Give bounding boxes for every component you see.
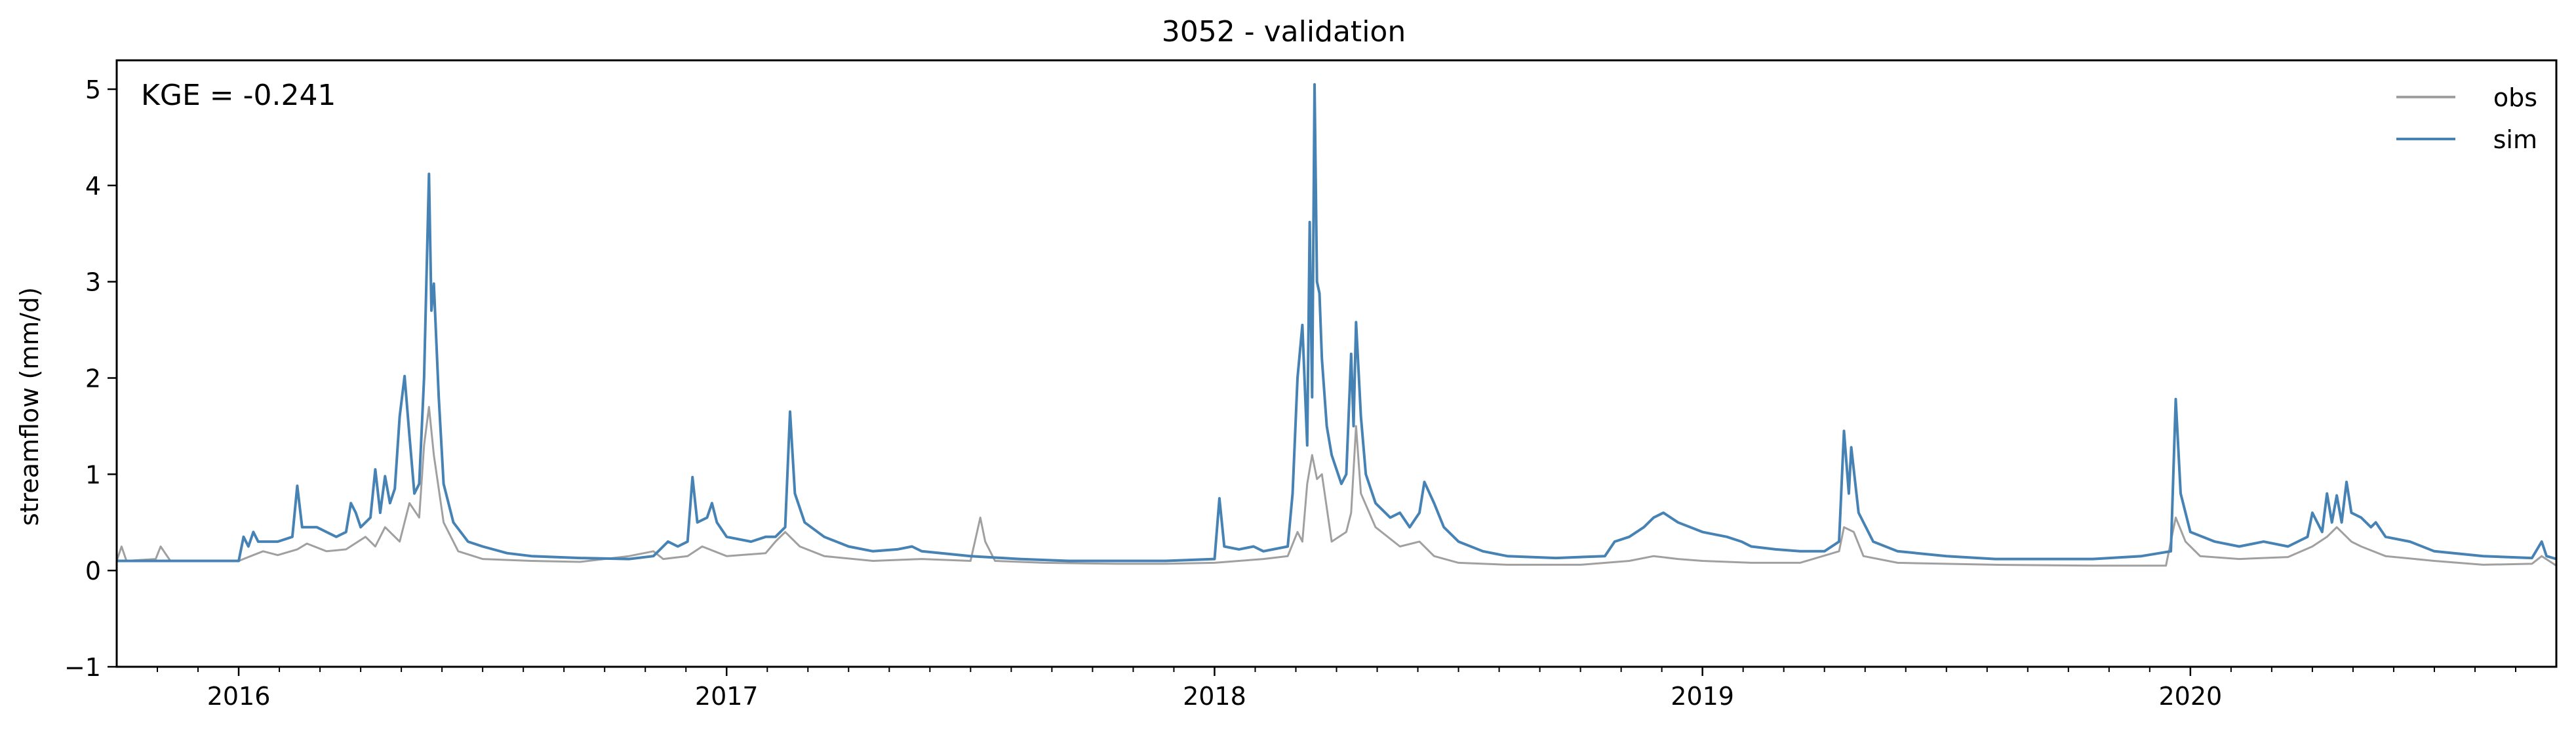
y-tick-label: 3 <box>85 268 101 297</box>
y-axis-label: streamflow (mm/d) <box>15 287 44 526</box>
y-tick-label: 1 <box>85 460 101 489</box>
series-line-obs <box>117 406 2556 567</box>
y-tick-label: 5 <box>85 75 101 104</box>
legend: obs sim <box>2396 83 2537 154</box>
series-line-sim <box>117 83 2556 563</box>
y-tick-label: 0 <box>85 557 101 585</box>
y-tick-label: 4 <box>85 172 101 201</box>
chart-title: 3052 - validation <box>1162 15 1406 49</box>
series-layer <box>117 83 2556 567</box>
x-tick-label: 2018 <box>1183 682 1246 711</box>
y-tick-label: −1 <box>64 653 101 682</box>
y-axis: −1 0 1 2 3 4 5 <box>64 75 117 682</box>
y-tick-label: 2 <box>85 365 101 393</box>
x-tick-label: 2016 <box>207 682 271 711</box>
kge-annotation: KGE = -0.241 <box>141 79 336 112</box>
x-tick-label: 2019 <box>1671 682 1734 711</box>
x-axis: 2016 2017 2018 2019 2020 <box>157 667 2516 711</box>
legend-label-sim: sim <box>2493 125 2537 154</box>
x-tick-label: 2017 <box>695 682 759 711</box>
legend-label-obs: obs <box>2493 83 2537 112</box>
x-tick-label: 2020 <box>2158 682 2222 711</box>
